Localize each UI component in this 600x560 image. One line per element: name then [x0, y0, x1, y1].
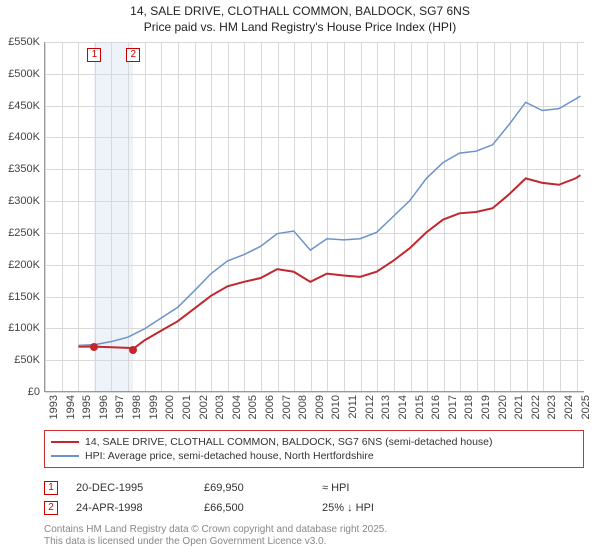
- y-axis-label: £150K: [0, 291, 40, 303]
- x-axis-label: 2021: [513, 395, 525, 419]
- y-axis-label: £50K: [0, 354, 40, 366]
- x-axis-label: 1997: [114, 395, 126, 419]
- plot-area: 12: [44, 42, 584, 392]
- legend-row: HPI: Average price, semi-detached house,…: [51, 449, 577, 463]
- x-axis-label: 2010: [330, 395, 342, 419]
- x-axis-label: 1995: [81, 395, 93, 419]
- x-axis-label: 2000: [164, 395, 176, 419]
- footer-line1: Contains HM Land Registry data © Crown c…: [44, 524, 387, 536]
- x-axis-label: 1996: [98, 395, 110, 419]
- legend-label: HPI: Average price, semi-detached house,…: [85, 450, 374, 462]
- y-axis-label: £450K: [0, 100, 40, 112]
- legend-label: 14, SALE DRIVE, CLOTHALL COMMON, BALDOCK…: [85, 436, 493, 448]
- sale-date: 24-APR-1998: [76, 502, 186, 514]
- series-hpi: [78, 96, 580, 345]
- sale-hpi: 25% ↓ HPI: [322, 502, 422, 514]
- title-line1: 14, SALE DRIVE, CLOTHALL COMMON, BALDOCK…: [0, 4, 600, 20]
- sale-dot: [129, 346, 137, 354]
- sale-hpi: ≈ HPI: [322, 482, 422, 494]
- sales-row: 1 20-DEC-1995 £69,950 ≈ HPI: [44, 478, 422, 498]
- x-axis-label: 2003: [214, 395, 226, 419]
- sale-marker-box: 1: [87, 48, 101, 62]
- x-axis-label: 2025: [580, 395, 592, 419]
- y-axis-label: £350K: [0, 163, 40, 175]
- legend-row: 14, SALE DRIVE, CLOTHALL COMMON, BALDOCK…: [51, 435, 577, 449]
- footer-line2: This data is licensed under the Open Gov…: [44, 536, 387, 548]
- y-axis-label: £250K: [0, 227, 40, 239]
- y-axis-label: £500K: [0, 68, 40, 80]
- x-axis-label: 2006: [264, 395, 276, 419]
- y-axis-label: £400K: [0, 131, 40, 143]
- legend-swatch: [51, 441, 79, 443]
- sale-price: £66,500: [204, 502, 304, 514]
- title-line2: Price paid vs. HM Land Registry's House …: [0, 20, 600, 36]
- footer-attribution: Contains HM Land Registry data © Crown c…: [44, 524, 387, 548]
- y-axis-label: £0: [0, 386, 40, 398]
- x-axis-label: 1999: [148, 395, 160, 419]
- x-axis-label: 2015: [414, 395, 426, 419]
- sale-id-box: 1: [44, 481, 58, 495]
- x-axis-label: 2007: [281, 395, 293, 419]
- sale-id-box: 2: [44, 501, 58, 515]
- x-axis-label: 1994: [65, 395, 77, 419]
- legend: 14, SALE DRIVE, CLOTHALL COMMON, BALDOCK…: [44, 430, 584, 468]
- x-axis-label: 2009: [314, 395, 326, 419]
- x-axis-label: 2005: [247, 395, 259, 419]
- chart-lines: [45, 42, 584, 391]
- legend-swatch: [51, 455, 79, 457]
- gridline-h: [45, 392, 584, 393]
- x-axis-label: 2012: [364, 395, 376, 419]
- x-axis-label: 1998: [131, 395, 143, 419]
- x-axis-label: 2001: [181, 395, 193, 419]
- x-axis-label: 1993: [48, 395, 60, 419]
- x-axis-label: 2018: [463, 395, 475, 419]
- x-axis-label: 2024: [563, 395, 575, 419]
- sale-dot: [90, 343, 98, 351]
- sales-row: 2 24-APR-1998 £66,500 25% ↓ HPI: [44, 498, 422, 518]
- x-axis-label: 2019: [480, 395, 492, 419]
- sales-table: 1 20-DEC-1995 £69,950 ≈ HPI 2 24-APR-1998 £66,…: [44, 478, 422, 518]
- x-axis-label: 2022: [530, 395, 542, 419]
- x-axis-label: 2016: [430, 395, 442, 419]
- x-axis-label: 2013: [380, 395, 392, 419]
- y-axis-label: £200K: [0, 259, 40, 271]
- sale-date: 20-DEC-1995: [76, 482, 186, 494]
- x-axis-label: 2014: [397, 395, 409, 419]
- x-axis-label: 2023: [546, 395, 558, 419]
- y-axis-label: £100K: [0, 322, 40, 334]
- x-axis-label: 2002: [198, 395, 210, 419]
- sale-price: £69,950: [204, 482, 304, 494]
- sale-marker-box: 2: [126, 48, 140, 62]
- y-axis-label: £300K: [0, 195, 40, 207]
- x-axis-label: 2008: [297, 395, 309, 419]
- x-axis-label: 2011: [347, 395, 359, 419]
- chart-title: 14, SALE DRIVE, CLOTHALL COMMON, BALDOCK…: [0, 0, 600, 35]
- x-axis-label: 2017: [447, 395, 459, 419]
- y-axis-label: £550K: [0, 36, 40, 48]
- chart-container: 14, SALE DRIVE, CLOTHALL COMMON, BALDOCK…: [0, 0, 600, 560]
- x-axis-label: 2020: [497, 395, 509, 419]
- x-axis-label: 2004: [231, 395, 243, 419]
